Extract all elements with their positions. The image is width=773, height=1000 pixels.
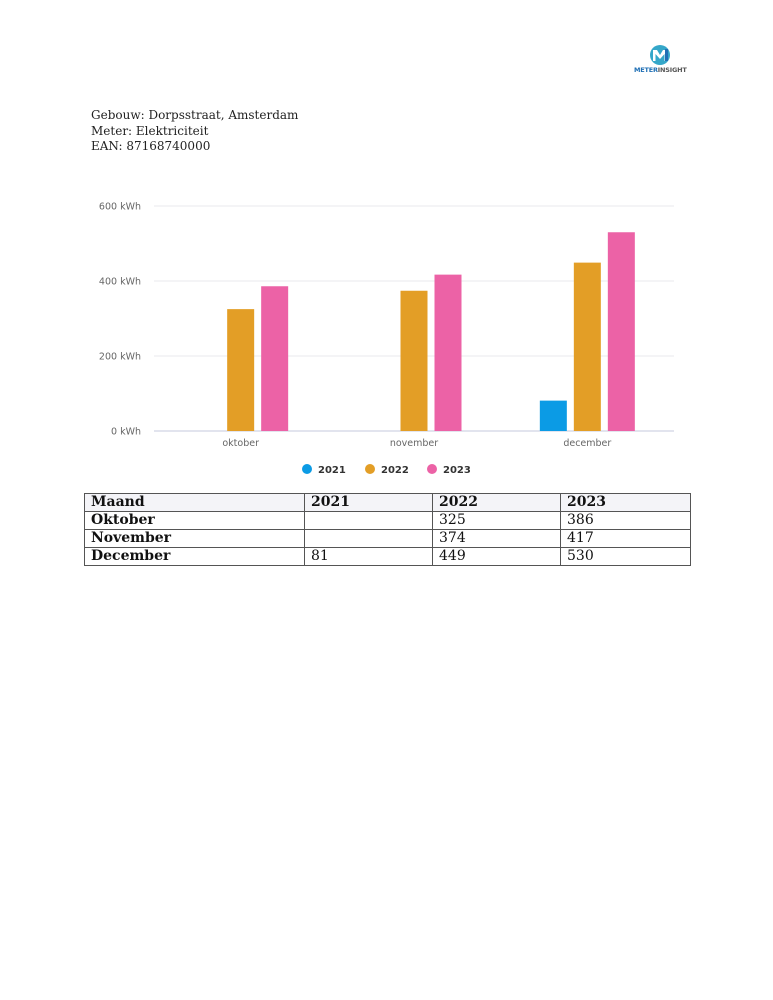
bar-2022-november <box>400 290 428 431</box>
table-cell: 374 <box>432 529 561 548</box>
ean-line: EAN: 87168740000 <box>91 139 211 153</box>
table-cell: 449 <box>432 547 561 566</box>
bar-2023-oktober <box>261 286 289 431</box>
x-tick-label: november <box>390 438 438 449</box>
y-tick-label: 400 kWh <box>99 277 141 288</box>
table-cell: 417 <box>560 529 691 548</box>
bar-2022-december <box>573 262 601 431</box>
bar-2022-oktober <box>227 309 255 431</box>
legend-label-2021: 2021 <box>318 465 346 476</box>
table-cell: 530 <box>560 547 691 566</box>
legend-marker-2021 <box>302 464 312 474</box>
header-cell-2021: 2021 <box>304 493 433 512</box>
row-label: Oktober <box>84 511 305 530</box>
consumption-table: Maand 2021 2022 2023 Oktober 325 386 Nov… <box>84 493 691 566</box>
logo-word-meter: METER <box>634 66 658 74</box>
header-cell-2022: 2022 <box>432 493 561 512</box>
y-tick-label: 600 kWh <box>99 202 141 213</box>
x-tick-label: oktober <box>222 438 259 449</box>
legend-label-2022: 2022 <box>381 465 409 476</box>
legend-marker-2022 <box>365 464 375 474</box>
header-cell-2023: 2023 <box>560 493 691 512</box>
logo-wordmark: METERINSIGHT <box>634 66 687 74</box>
logo-word-insight: INSIGHT <box>657 66 687 74</box>
bar-2023-december <box>607 232 635 431</box>
meterinsight-logo: METERINSIGHT <box>634 44 687 76</box>
table-cell <box>304 529 433 548</box>
legend-marker-2023 <box>427 464 437 474</box>
bar-2021-december <box>539 400 567 431</box>
logo-mark-icon <box>650 45 670 65</box>
bar-2023-november <box>434 274 462 431</box>
y-tick-label: 200 kWh <box>99 352 141 363</box>
table-header-row: Maand 2021 2022 2023 <box>84 493 691 512</box>
consumption-bar-chart: 0 kWh 200 kWh 400 kWh 600 kWh oktober novembe… <box>99 202 674 476</box>
legend-label-2023: 2023 <box>443 465 471 476</box>
header-cell-month: Maand <box>84 493 305 512</box>
table-cell <box>304 511 433 530</box>
meter-info-block: Gebouw: Dorpsstraat, Amsterdam Meter: El… <box>91 108 298 155</box>
table-cell: 386 <box>560 511 691 530</box>
y-tick-label: 0 kWh <box>111 427 141 438</box>
row-label: December <box>84 547 305 566</box>
x-tick-label: december <box>563 438 611 449</box>
meter-line: Meter: Elektriciteit <box>91 123 209 138</box>
table-row: Oktober 325 386 <box>84 511 691 530</box>
table-row: December 81 449 530 <box>84 547 691 566</box>
table-row: November 374 417 <box>84 529 691 548</box>
table-cell: 81 <box>304 547 433 566</box>
row-label: November <box>84 529 305 548</box>
table-cell: 325 <box>432 511 561 530</box>
building-line: Gebouw: Dorpsstraat, Amsterdam <box>91 108 299 122</box>
